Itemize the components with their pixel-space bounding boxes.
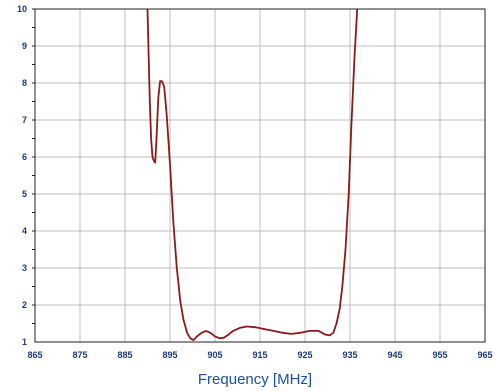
- x-tick-label: 915: [252, 350, 267, 360]
- y-tick-label: 3: [22, 263, 27, 273]
- y-tick-label: 4: [22, 226, 27, 236]
- y-tick-label: 6: [22, 152, 27, 162]
- x-tick-label: 905: [207, 350, 222, 360]
- y-tick-label: 9: [22, 41, 27, 51]
- x-tick-label: 925: [297, 350, 312, 360]
- x-tick-label: 935: [342, 350, 357, 360]
- x-tick-label: 945: [387, 350, 402, 360]
- y-tick-label: 5: [22, 189, 27, 199]
- y-tick-label: 10: [17, 4, 27, 14]
- y-tick-label: 8: [22, 78, 27, 88]
- x-tick-label: 955: [432, 350, 447, 360]
- x-axis-title: Frequency [MHz]: [198, 371, 312, 388]
- x-tick-label: 895: [162, 350, 177, 360]
- x-tick-label: 885: [117, 350, 132, 360]
- y-tick-label: 1: [22, 337, 27, 347]
- plot-frame: [34, 8, 486, 343]
- x-tick-labels: 865 875 885 895 905 915 925 935 945 955 965: [27, 350, 492, 360]
- y-tick-labels: 1 2 3 4 5 6 7 8 9 10: [17, 4, 27, 347]
- y-tick-label: 2: [22, 300, 27, 310]
- x-tick-label: 875: [72, 350, 87, 360]
- y-tick-label: 7: [22, 115, 27, 125]
- x-tick-label: 865: [27, 350, 42, 360]
- vswr-curve: [146, 8, 359, 341]
- grid-lines: [35, 9, 485, 342]
- x-tick-label: 965: [477, 350, 492, 360]
